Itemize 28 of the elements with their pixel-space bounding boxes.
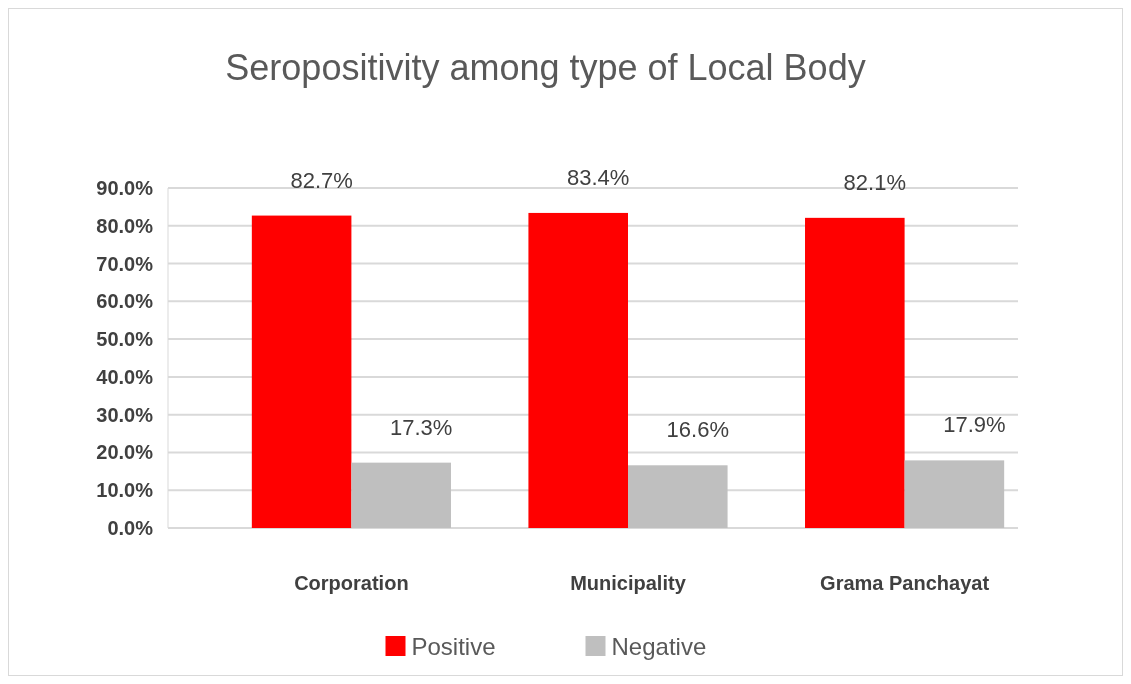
data-label: 16.6%: [666, 417, 729, 443]
data-label: 17.9%: [943, 412, 1006, 438]
data-label: 17.3%: [390, 414, 453, 440]
y-tick-label: 0.0%: [107, 517, 154, 539]
x-tick-label: Grama Panchayat: [820, 572, 990, 594]
chart-title: Seropositivity among type of Local Body: [225, 47, 866, 88]
y-tick-label: 60.0%: [96, 290, 154, 313]
y-tick-label: 40.0%: [96, 365, 154, 388]
y-tick-label: 20.0%: [96, 441, 154, 464]
y-tick-label: 90.0%: [96, 177, 154, 199]
data-label: 83.4%: [567, 164, 630, 190]
x-tick-label: Corporation: [294, 572, 409, 594]
y-tick-label: 50.0%: [96, 328, 154, 351]
bar: [805, 217, 905, 528]
legend-label: Negative: [611, 633, 707, 660]
y-tick-label: 10.0%: [96, 479, 154, 502]
y-tick-label: 30.0%: [96, 403, 154, 426]
data-label: 82.7%: [290, 167, 353, 193]
legend-label: Positive: [411, 633, 496, 660]
bar: [351, 462, 451, 528]
bar: [904, 460, 1005, 528]
y-tick-label: 80.0%: [96, 214, 154, 237]
y-tick-label: 70.0%: [96, 252, 154, 275]
bar: [251, 215, 352, 528]
x-tick-label: Municipality: [570, 572, 687, 594]
bar: [628, 465, 728, 528]
bar: [528, 212, 628, 528]
data-label: 82.1%: [843, 169, 906, 195]
